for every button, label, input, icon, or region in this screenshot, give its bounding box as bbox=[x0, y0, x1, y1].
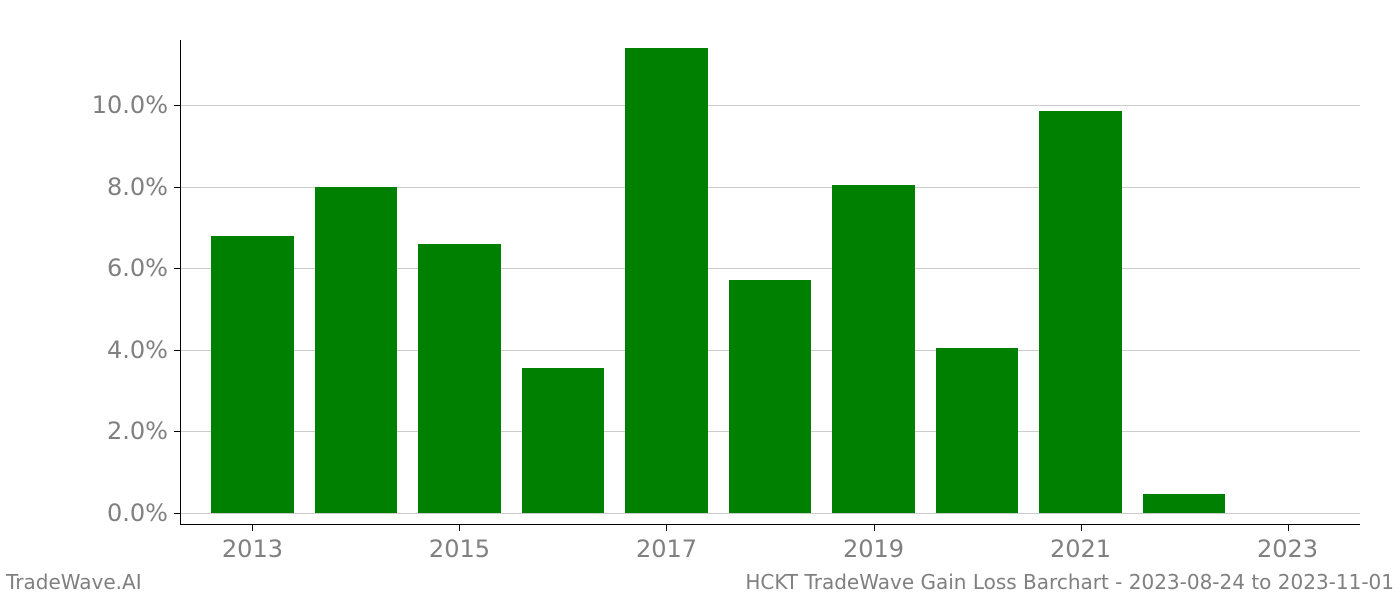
bar bbox=[729, 280, 812, 512]
bar bbox=[936, 348, 1019, 513]
x-tick-mark bbox=[459, 525, 460, 531]
y-tick-label: 4.0% bbox=[107, 336, 168, 364]
y-tick-label: 2.0% bbox=[107, 417, 168, 445]
x-tick-mark bbox=[252, 525, 253, 531]
x-tick-label: 2021 bbox=[1050, 535, 1111, 563]
y-tick-label: 10.0% bbox=[92, 91, 168, 119]
y-tick-label: 6.0% bbox=[107, 254, 168, 282]
barchart: TradeWave.AI HCKT TradeWave Gain Loss Ba… bbox=[0, 0, 1400, 600]
bar bbox=[418, 244, 501, 513]
footer-left-label: TradeWave.AI bbox=[6, 570, 142, 594]
x-tick-label: 2017 bbox=[636, 535, 697, 563]
bar bbox=[211, 236, 294, 513]
x-tick-label: 2019 bbox=[843, 535, 904, 563]
bar bbox=[832, 185, 915, 513]
y-tick-label: 0.0% bbox=[107, 499, 168, 527]
bar bbox=[522, 368, 605, 513]
bar bbox=[315, 187, 398, 513]
y-tick-label: 8.0% bbox=[107, 173, 168, 201]
gridline bbox=[180, 513, 1360, 514]
x-tick-mark bbox=[1081, 525, 1082, 531]
x-axis-line bbox=[180, 524, 1360, 525]
bar bbox=[1039, 111, 1122, 512]
gridline bbox=[180, 105, 1360, 106]
x-tick-mark bbox=[666, 525, 667, 531]
x-tick-mark bbox=[874, 525, 875, 531]
x-tick-mark bbox=[1288, 525, 1289, 531]
x-tick-label: 2015 bbox=[429, 535, 490, 563]
plot-area bbox=[180, 40, 1360, 525]
y-axis-line bbox=[180, 40, 181, 525]
x-tick-label: 2023 bbox=[1257, 535, 1318, 563]
x-tick-label: 2013 bbox=[222, 535, 283, 563]
bar bbox=[1143, 494, 1226, 512]
bar bbox=[625, 48, 708, 513]
footer-right-label: HCKT TradeWave Gain Loss Barchart - 2023… bbox=[745, 570, 1394, 594]
